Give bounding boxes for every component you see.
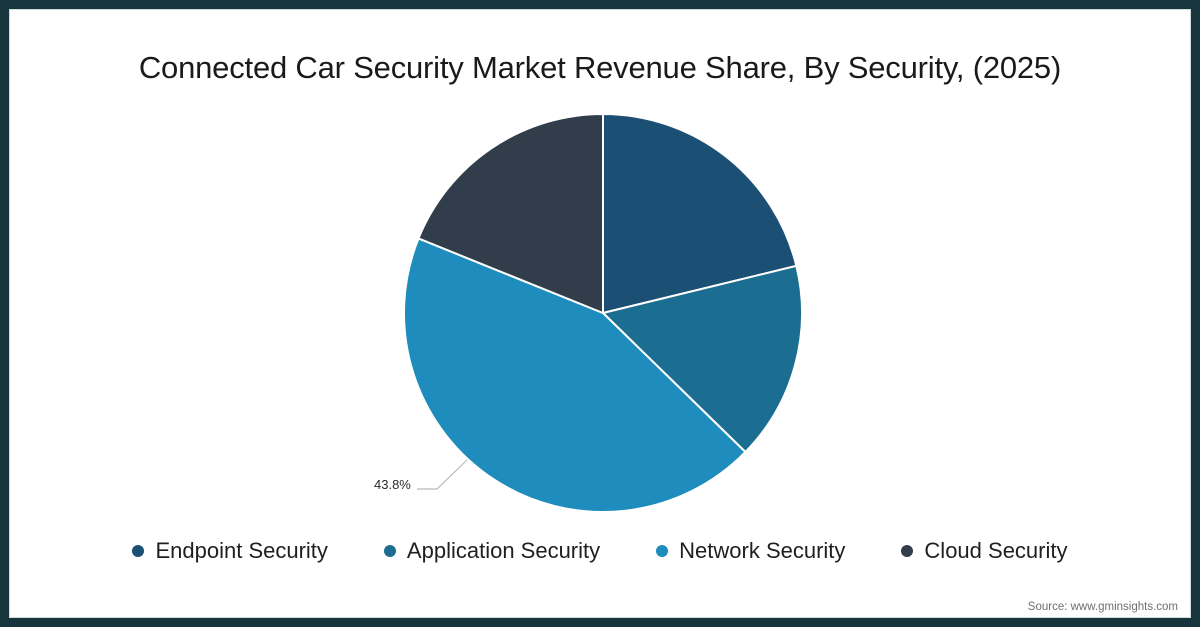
legend-item-endpoint-security[interactable]: Endpoint Security: [132, 538, 328, 564]
pie-slice-cloud-security[interactable]: [417, 113, 604, 314]
pie-slice-application-security[interactable]: [602, 264, 803, 453]
legend-item-label: Cloud Security: [924, 538, 1068, 563]
legend-item-cloud-security[interactable]: Cloud Security: [901, 538, 1068, 564]
legend-swatch-icon: [656, 545, 669, 557]
pie-slice-network-security[interactable]: [403, 237, 747, 513]
pie-slice-group: [403, 113, 803, 513]
pie-chart: [402, 112, 804, 514]
legend-item-label: Endpoint Security: [155, 538, 328, 563]
data-label-leader-line: [417, 459, 468, 490]
pie-slice-endpoint-security[interactable]: [602, 113, 798, 314]
chart-legend: Endpoint Security Application Security Net…: [0, 538, 1200, 564]
legend-item-label: Application Security: [406, 538, 601, 563]
pie-chart-svg: [403, 113, 803, 513]
pie-data-label-network-security: 43.8%: [374, 477, 411, 492]
legend-item-application-security[interactable]: Application Security: [383, 538, 601, 564]
legend-swatch-icon: [383, 545, 396, 557]
legend-item-network-security[interactable]: Network Security: [656, 538, 845, 564]
legend-item-label: Network Security: [679, 538, 846, 563]
legend-swatch-icon: [132, 545, 145, 557]
legend-swatch-icon: [901, 545, 914, 557]
source-note: Source: www.gminsights.com: [1027, 601, 1178, 613]
chart-title: Connected Car Security Market Revenue Sh…: [138, 50, 1062, 85]
